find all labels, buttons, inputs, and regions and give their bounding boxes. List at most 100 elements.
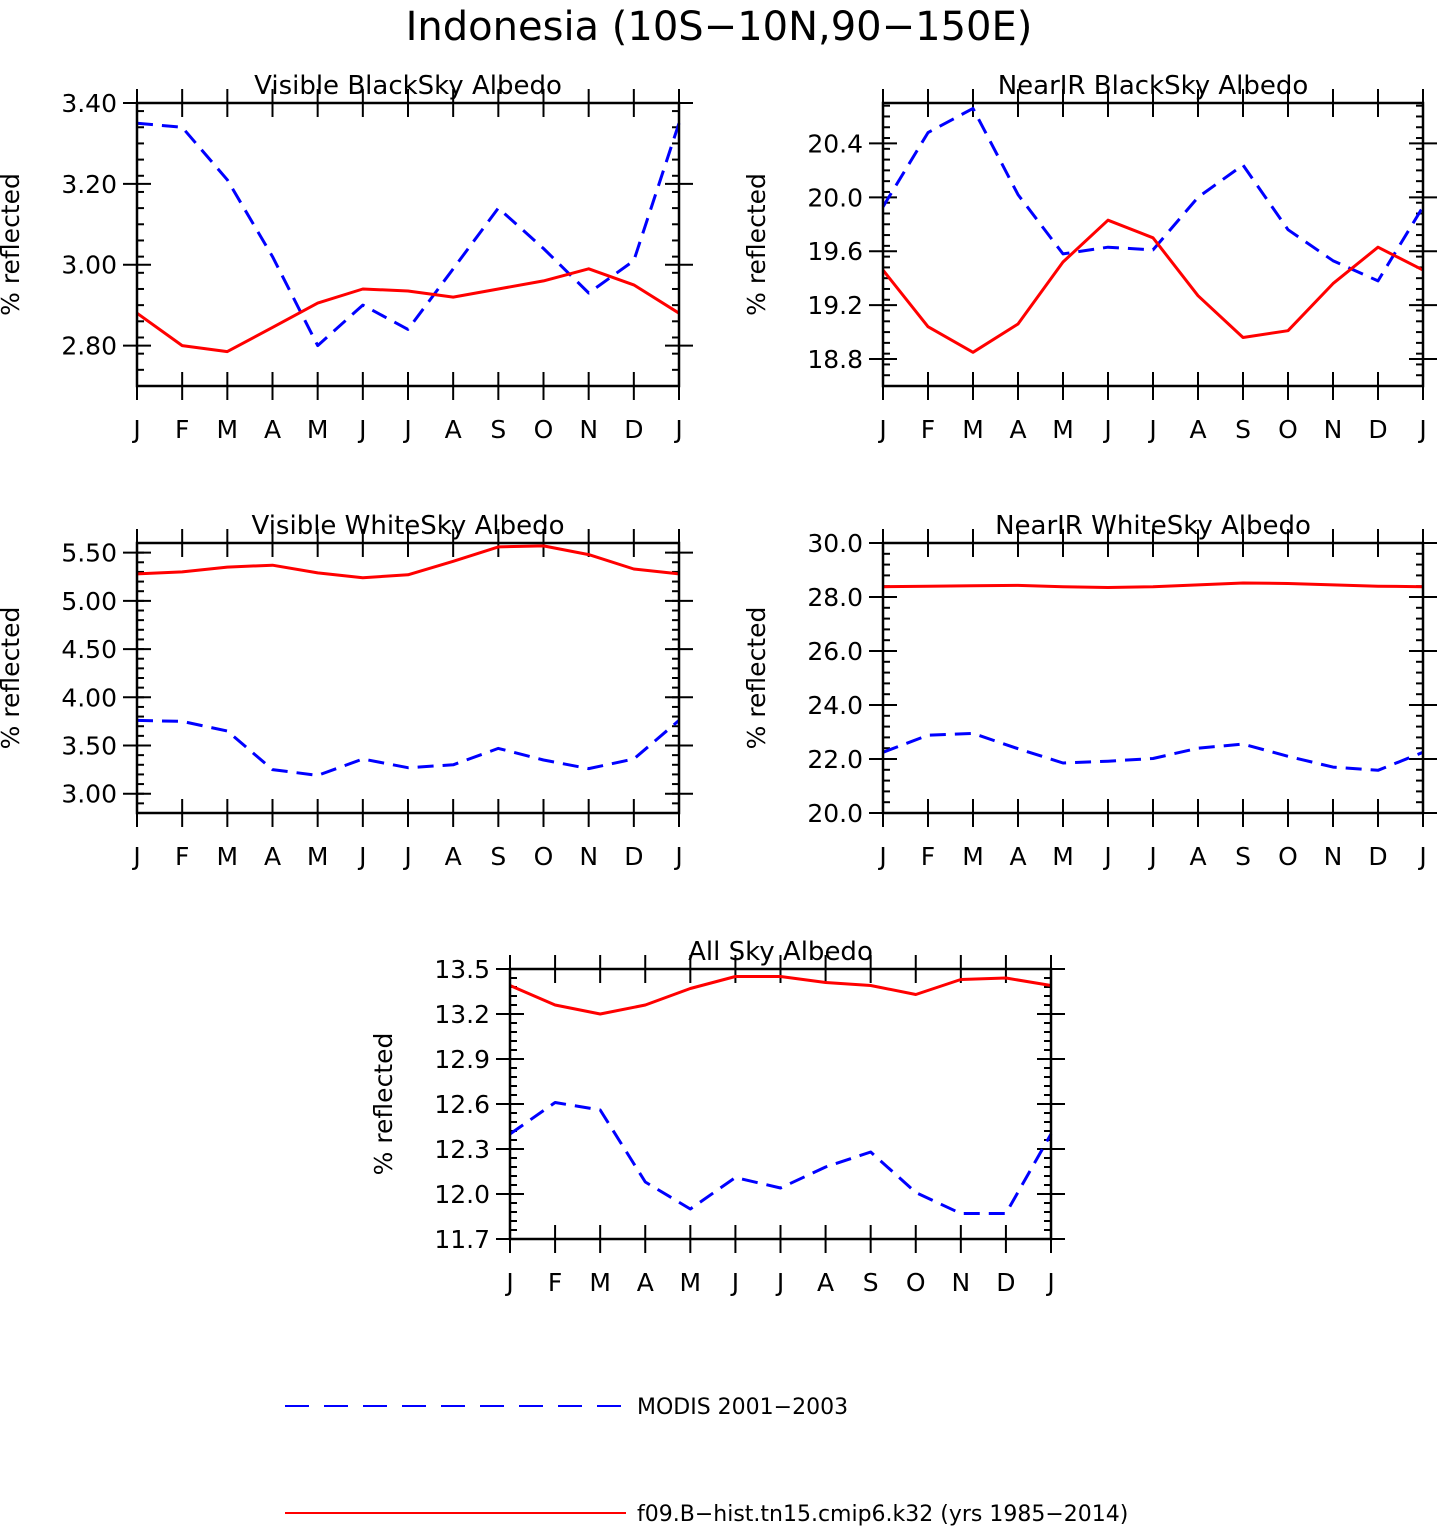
x-tick-label: D [624, 415, 643, 444]
x-tick-label: J [673, 842, 682, 871]
y-axis-label: % reflected [369, 1033, 398, 1176]
x-tick-label: D [996, 1268, 1015, 1297]
y-tick-label: 12.0 [434, 1180, 490, 1209]
x-tick-label: J [1417, 842, 1426, 871]
x-tick-label: F [921, 415, 935, 444]
x-tick-label: M [962, 842, 984, 871]
y-tick-label: 20.0 [807, 183, 863, 212]
x-tick-label: M [1052, 842, 1074, 871]
plot-frame [508, 967, 1053, 1241]
y-axis-label: % reflected [742, 173, 771, 316]
y-tick-label: 22.0 [807, 745, 863, 774]
x-tick-label: M [680, 1268, 702, 1297]
y-tick-label: 3.50 [61, 732, 117, 761]
series-line-model [509, 975, 1052, 1016]
x-tick-label: J [1147, 415, 1156, 444]
x-tick-label: S [1235, 842, 1251, 871]
chart-panel: Visible WhiteSky Albedo% reflected3.003.… [0, 511, 693, 871]
x-tick-label: S [490, 842, 506, 871]
x-tick-label: A [264, 415, 281, 444]
chart-panels: Visible BlackSky Albedo% reflected2.803.… [0, 71, 1437, 1297]
y-tick-label: 11.7 [434, 1225, 490, 1254]
y-tick-label: 4.50 [61, 635, 117, 664]
x-tick-label: J [1147, 842, 1156, 871]
y-tick-label: 12.3 [434, 1135, 490, 1164]
chart-panel: Visible BlackSky Albedo% reflected2.803.… [0, 71, 693, 444]
x-tick-label: F [548, 1268, 562, 1297]
x-tick-label: J [357, 842, 366, 871]
y-tick-label: 3.40 [61, 89, 117, 118]
y-tick-label: 19.6 [807, 237, 863, 266]
x-tick-label: O [1278, 415, 1298, 444]
x-tick-label: J [1417, 415, 1426, 444]
x-tick-label: O [1278, 842, 1298, 871]
plot-frame [135, 101, 681, 388]
x-tick-label: M [962, 415, 984, 444]
y-tick-label: 2.80 [61, 332, 117, 361]
series-line-modis [136, 718, 680, 777]
y-tick-label: 4.00 [61, 683, 117, 712]
x-tick-label: J [730, 1268, 739, 1297]
y-tick-label: 26.0 [807, 637, 863, 666]
legend-label-model: f09.B−hist.tn15.cmip6.k32 (yrs 1985−2014… [637, 1502, 1128, 1527]
legend: MODIS 2001−2003 f09.B−hist.tn15.cmip6.k32… [285, 1395, 1128, 1527]
x-tick-label: O [534, 415, 554, 444]
x-tick-label: N [579, 415, 598, 444]
y-axis-label: % reflected [0, 607, 25, 750]
legend-label-modis: MODIS 2001−2003 [637, 1395, 848, 1420]
series-line-modis [509, 1101, 1053, 1215]
y-axis-label: % reflected [742, 607, 771, 750]
series-line-model [882, 581, 1424, 589]
x-tick-label: N [1324, 415, 1343, 444]
y-tick-label: 5.00 [61, 587, 117, 616]
figure-title: Indonesia (10S−10N,90−150E) [406, 4, 1033, 50]
y-tick-label: 24.0 [807, 691, 863, 720]
series-line-modis [882, 731, 1424, 772]
y-tick-label: 13.2 [434, 1000, 490, 1029]
series-line-model [136, 544, 680, 580]
plot-frame [881, 541, 1425, 815]
chart-panel: NearIR WhiteSky Albedo% reflected20.022.… [742, 511, 1437, 871]
x-tick-label: O [534, 842, 554, 871]
series-line-modis [881, 106, 1425, 283]
y-tick-label: 30.0 [807, 529, 863, 558]
x-tick-label: M [589, 1268, 611, 1297]
x-tick-label: M [307, 842, 329, 871]
x-tick-label: N [579, 842, 598, 871]
chart-panel: All Sky Albedo% reflected11.712.012.312.… [369, 937, 1065, 1297]
plot-frame [135, 541, 681, 815]
x-tick-label: J [877, 415, 886, 444]
x-tick-label: M [217, 842, 239, 871]
x-tick-label: N [1324, 842, 1343, 871]
series-line-modis [136, 121, 681, 348]
x-tick-label: A [264, 842, 281, 871]
x-tick-label: A [445, 842, 462, 871]
x-tick-label: S [1235, 415, 1251, 444]
y-tick-label: 3.20 [61, 170, 117, 199]
y-axis-label: % reflected [0, 173, 25, 316]
x-tick-label: O [906, 1268, 926, 1297]
series-line-model [136, 267, 680, 354]
x-tick-label: J [357, 415, 366, 444]
x-tick-label: M [1052, 415, 1074, 444]
y-tick-label: 5.50 [61, 539, 117, 568]
x-tick-label: J [131, 842, 140, 871]
y-tick-label: 18.8 [807, 345, 863, 374]
x-tick-label: J [402, 415, 411, 444]
x-tick-label: A [817, 1268, 834, 1297]
x-tick-label: J [1102, 415, 1111, 444]
x-tick-label: A [637, 1268, 654, 1297]
chart-panel: NearIR BlackSky Albedo% reflected18.819.… [742, 71, 1437, 444]
x-tick-label: F [175, 415, 189, 444]
x-tick-label: A [1009, 842, 1026, 871]
x-tick-label: J [877, 842, 886, 871]
y-tick-label: 3.00 [61, 780, 117, 809]
x-tick-label: F [921, 842, 935, 871]
x-tick-label: M [217, 415, 239, 444]
y-tick-label: 12.9 [434, 1045, 490, 1074]
y-tick-label: 13.5 [434, 955, 490, 984]
x-tick-label: A [445, 415, 462, 444]
y-tick-label: 20.4 [807, 129, 863, 158]
y-tick-label: 3.00 [61, 251, 117, 280]
